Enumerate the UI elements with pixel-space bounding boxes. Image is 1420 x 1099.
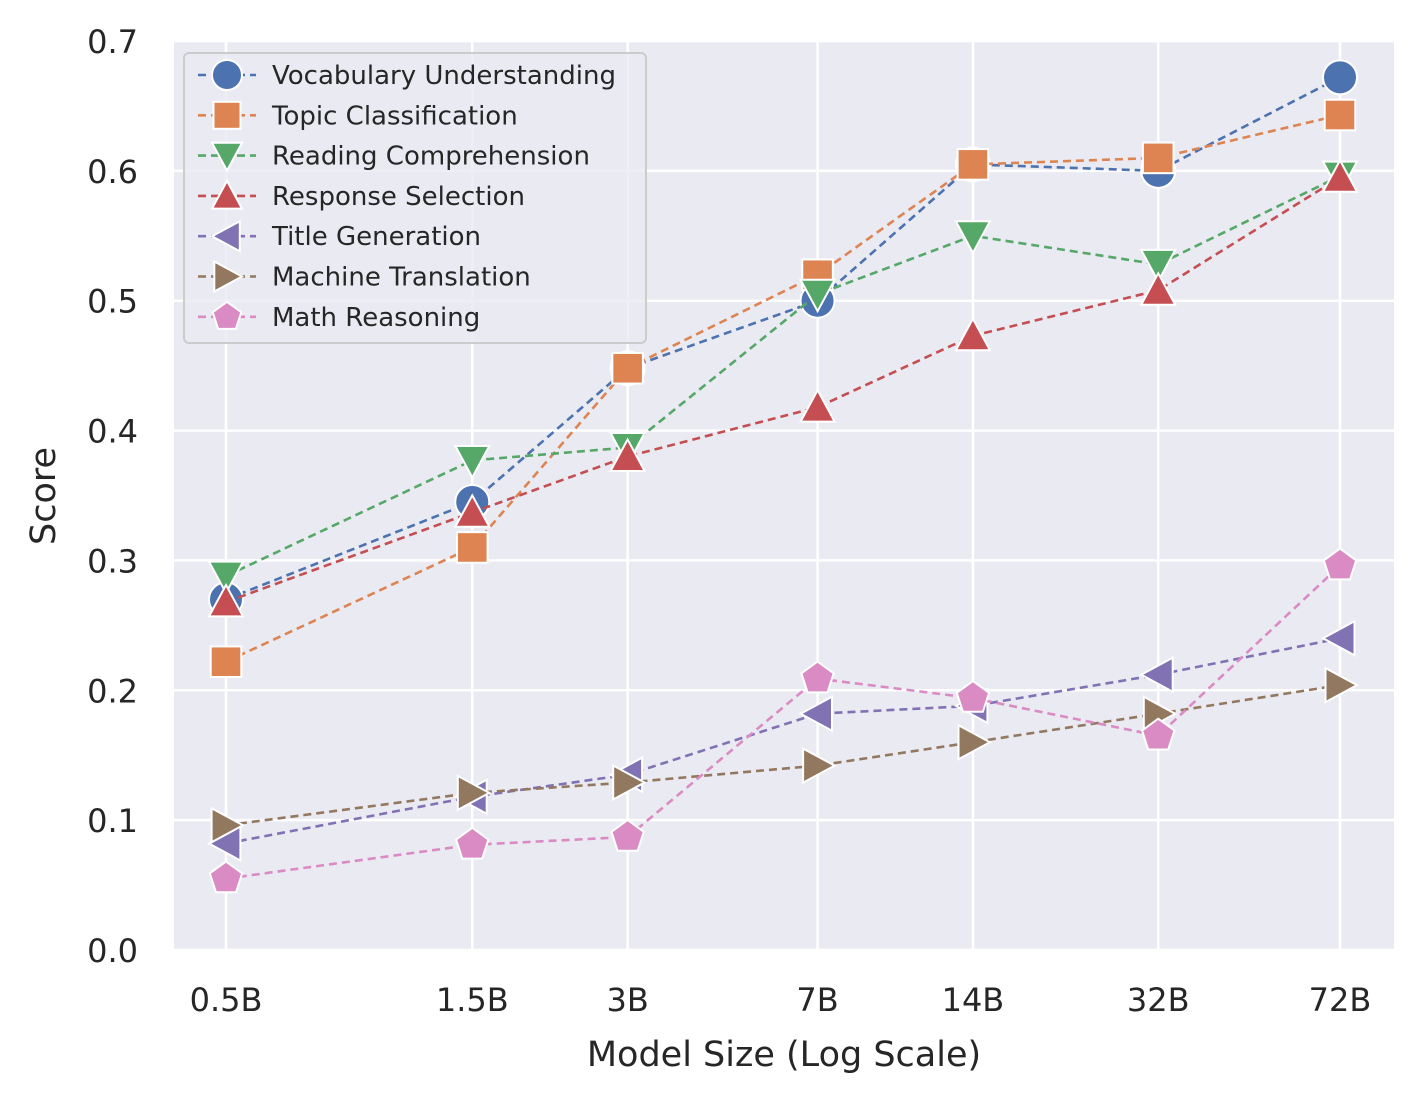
data-point (608, 437, 647, 472)
series-machine-translation (210, 666, 1360, 844)
y-tick-label: 0.0 (87, 932, 138, 970)
x-tick-label: 32B (1127, 981, 1190, 1019)
y-tick-label: 0.2 (87, 672, 138, 710)
legend-item: Topic Classification (198, 100, 518, 131)
legend-marker (213, 259, 245, 294)
legend-item: Response Selection (198, 178, 525, 212)
legend-label: Title Generation (271, 222, 481, 252)
data-point (610, 818, 645, 852)
legend-item: Math Reasoning (198, 300, 480, 333)
x-tick-label: 3B (606, 981, 648, 1019)
x-tick-label: 1.5B (436, 981, 509, 1019)
x-tick-label: 7B (796, 981, 838, 1019)
data-point (798, 278, 837, 314)
y-tick-label: 0.1 (87, 802, 138, 840)
legend: Vocabulary Understanding Topic Classifica… (183, 52, 647, 344)
legend-marker (211, 59, 243, 91)
x-axis-label: Model Size (Log Scale) (587, 1035, 981, 1075)
legend-label: Topic Classification (271, 101, 518, 131)
data-point (1140, 717, 1176, 751)
data-point (1324, 666, 1360, 704)
data-point (1139, 656, 1174, 694)
data-point (454, 826, 490, 860)
legend-item: Vocabulary Understanding (198, 59, 616, 91)
data-point (1320, 619, 1356, 657)
data-point (209, 645, 243, 679)
data-point (1321, 158, 1359, 193)
data-point (1323, 98, 1357, 132)
data-point (956, 148, 990, 181)
x-tick-label: 0.5B (190, 981, 263, 1019)
x-tick-labels: 0.5B 1.5B 3B 7B 14B 32B 72B (190, 981, 1372, 1019)
y-tick-label: 0.6 (87, 153, 138, 191)
legend-item: Machine Translation (198, 259, 531, 294)
series-layer (206, 59, 1360, 894)
data-point (456, 774, 492, 812)
series-topic-classification (209, 98, 1357, 679)
legend-item: Title Generation (198, 219, 481, 253)
x-tick-label: 72B (1309, 981, 1372, 1019)
legend-label: Reading Comprehension (272, 142, 590, 172)
data-point (1139, 248, 1177, 284)
legend-marker (210, 141, 244, 173)
y-tick-label: 0.5 (87, 283, 138, 321)
data-point (957, 723, 993, 761)
data-point (208, 860, 244, 894)
legend-label: Vocabulary Understanding (272, 61, 616, 91)
x-tick-label: 14B (942, 981, 1005, 1019)
y-gridlines (174, 39, 1394, 952)
data-point (612, 763, 647, 802)
series-response-selection (207, 158, 1359, 618)
legend-label: Math Reasoning (272, 303, 480, 333)
legend-marker (210, 178, 244, 210)
legend-marker (209, 219, 241, 253)
data-point (955, 679, 991, 713)
y-tick-label: 0.4 (87, 413, 138, 451)
legend-label: Machine Translation (272, 263, 531, 293)
y-tick-label: 0.3 (87, 542, 138, 580)
legend-label: Response Selection (272, 182, 525, 212)
data-point (453, 493, 491, 528)
data-point (1322, 59, 1358, 96)
data-point (1139, 271, 1177, 306)
data-point (455, 531, 489, 564)
y-tick-label: 0.7 (87, 23, 138, 61)
legend-box (183, 52, 647, 344)
data-point (954, 220, 992, 255)
data-point (207, 582, 245, 618)
data-point (1141, 141, 1175, 175)
data-point (798, 388, 837, 423)
y-tick-labels: 0.0 0.1 0.2 0.3 0.4 0.5 0.6 0.7 (87, 23, 138, 970)
data-point (954, 316, 992, 352)
data-point (802, 746, 837, 785)
data-point (210, 806, 246, 844)
legend-marker (212, 100, 242, 130)
data-point (1322, 547, 1358, 581)
data-point (798, 695, 833, 733)
data-point (800, 660, 835, 694)
legend-marker (211, 300, 243, 330)
y-axis-label: Score (24, 447, 64, 545)
data-point (611, 351, 644, 385)
legend-item: Reading Comprehension (198, 141, 590, 173)
series-math-reasoning (208, 547, 1358, 894)
data-point (453, 445, 491, 480)
data-point (207, 560, 245, 596)
